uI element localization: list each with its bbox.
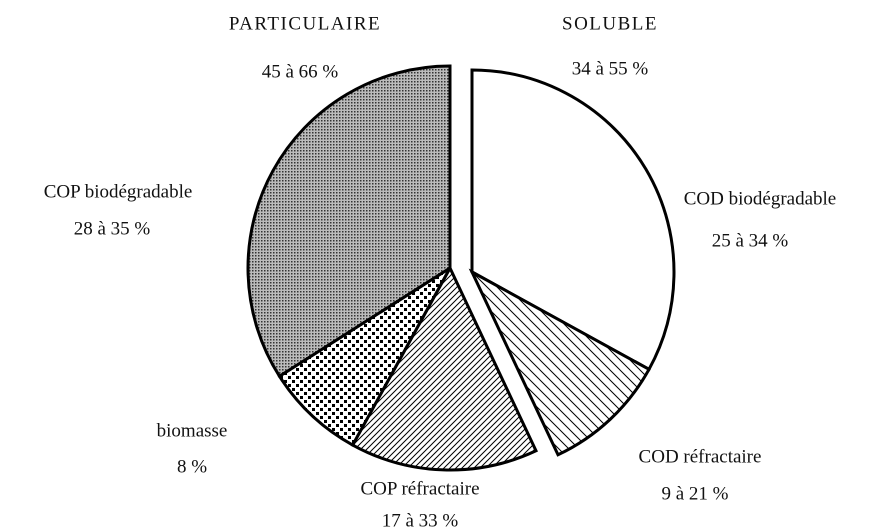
group-label: SOLUBLE xyxy=(562,13,658,34)
pie xyxy=(246,64,676,472)
pie-slice xyxy=(277,266,452,448)
slice-range: 8 % xyxy=(177,456,207,477)
pie-slice xyxy=(246,64,452,379)
slice-label: COD réfractaire xyxy=(639,446,762,467)
slice-range: 25 à 34 % xyxy=(712,230,789,251)
pie-slice xyxy=(468,268,652,457)
pie-slice xyxy=(470,68,676,372)
group-range: 45 à 66 % xyxy=(262,61,339,82)
slice-label: COP réfractaire xyxy=(360,478,479,499)
slice-label: COP biodégradable xyxy=(44,181,193,202)
group-range: 34 à 55 % xyxy=(572,58,649,79)
slice-label: COD biodégradable xyxy=(684,188,836,209)
group-label: PARTICULAIRE xyxy=(229,13,381,34)
pie-slice xyxy=(350,264,539,472)
slice-label: biomasse xyxy=(157,420,228,441)
slice-range: 9 à 21 % xyxy=(661,483,728,504)
slice-range: 17 à 33 % xyxy=(382,510,459,529)
slice-range: 28 à 35 % xyxy=(74,218,151,239)
